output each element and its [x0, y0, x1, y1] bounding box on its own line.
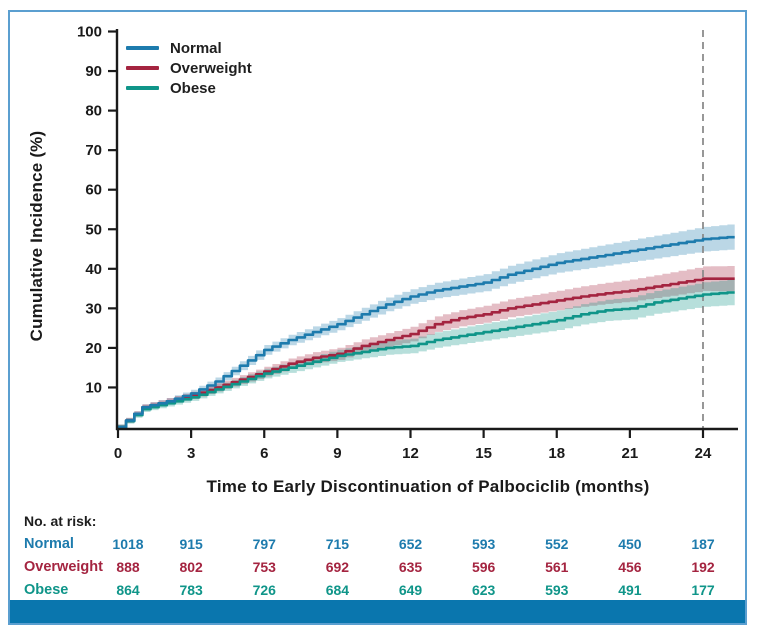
legend-line-overweight-icon	[126, 66, 159, 70]
at-risk-row-label-normal: Normal	[24, 536, 74, 552]
x-axis: 0 3 6 9 12 15 18 21 24	[114, 427, 738, 462]
at-risk-count: 192	[691, 559, 715, 575]
x-tick-label: 3	[187, 445, 195, 462]
legend-line-normal-icon	[126, 46, 159, 50]
y-tick-label: 10	[85, 379, 102, 396]
y-tick-label: 100	[77, 24, 102, 41]
x-tick-label: 6	[260, 445, 268, 462]
at-risk-count: 177	[691, 582, 715, 598]
at-risk-count: 491	[618, 582, 642, 598]
legend-item-obese: Obese	[126, 78, 252, 98]
y-tick-label: 90	[85, 63, 102, 80]
x-tick-label: 18	[548, 445, 565, 462]
at-risk-count: 552	[545, 536, 569, 552]
at-risk-count: 635	[398, 559, 423, 575]
at-risk-count: 888	[116, 559, 140, 575]
legend-label-obese: Obese	[170, 79, 216, 97]
ci-band-overweight	[118, 265, 735, 427]
at-risk-count: 864	[116, 582, 140, 598]
at-risk-count: 726	[252, 582, 276, 598]
at-risk-count: 692	[325, 559, 350, 575]
y-axis: 10 20 30 40 50 60 70 80 90 100	[77, 24, 119, 430]
figure-frame	[8, 10, 747, 625]
at-risk-count: 797	[252, 536, 276, 552]
at-risk-row-label-overweight: Overweight	[24, 559, 103, 575]
at-risk-count: 593	[545, 582, 569, 598]
legend: Normal Overweight Obese	[126, 38, 252, 98]
legend-label-overweight: Overweight	[170, 59, 252, 77]
at-risk-count: 623	[471, 582, 496, 598]
y-tick-label: 30	[85, 300, 102, 317]
at-risk-count: 715	[325, 536, 350, 552]
legend-label-normal: Normal	[170, 39, 222, 57]
curve-overweight	[118, 277, 735, 429]
x-tick-label: 12	[402, 445, 419, 462]
at-risk-count: 684	[325, 582, 350, 598]
y-tick-label: 60	[85, 182, 102, 199]
at-risk-count: 596	[471, 559, 496, 575]
x-tick-label: 0	[114, 445, 122, 462]
curve-obese	[118, 291, 735, 429]
x-tick-label: 21	[622, 445, 639, 462]
legend-item-overweight: Overweight	[126, 58, 252, 78]
y-tick-label: 40	[85, 261, 102, 278]
at-risk-count: 753	[252, 559, 276, 575]
x-tick-label: 24	[695, 445, 712, 462]
at-risk-count: 1018	[112, 536, 144, 552]
at-risk-count: 915	[179, 536, 203, 552]
x-tick-label: 9	[333, 445, 341, 462]
y-tick-label: 70	[85, 142, 102, 159]
at-risk-count: 652	[398, 536, 423, 552]
curve-normal	[118, 235, 735, 429]
at-risk-count: 450	[618, 536, 642, 552]
at-risk-count: 783	[179, 582, 203, 598]
y-tick-label: 50	[85, 221, 102, 238]
at-risk-count: 593	[471, 536, 496, 552]
y-tick-label: 80	[85, 103, 102, 120]
y-tick-label: 20	[85, 340, 102, 357]
x-axis-label: Time to Early Discontinuation of Palboci…	[206, 477, 650, 496]
at-risk-count: 456	[618, 559, 642, 575]
at-risk-title: No. at risk:	[24, 513, 97, 529]
bottom-accent-bar	[10, 600, 745, 623]
at-risk-count: 561	[545, 559, 569, 575]
legend-item-normal: Normal	[126, 38, 252, 58]
at-risk-count: 802	[179, 559, 203, 575]
at-risk-row-label-obese: Obese	[24, 582, 69, 598]
legend-line-obese-icon	[126, 86, 159, 90]
y-axis-label: Cumulative Incidence (%)	[27, 130, 46, 342]
x-tick-label: 15	[475, 445, 492, 462]
at-risk-count: 187	[691, 536, 715, 552]
at-risk-count: 649	[398, 582, 423, 598]
